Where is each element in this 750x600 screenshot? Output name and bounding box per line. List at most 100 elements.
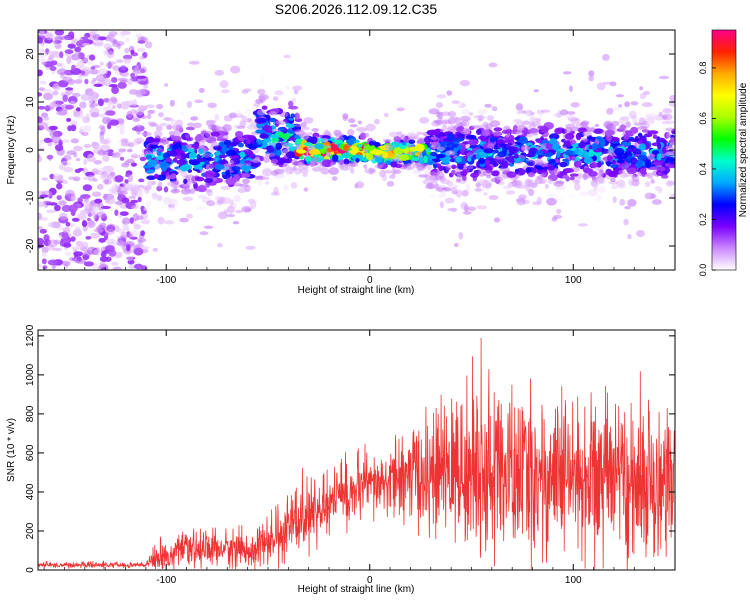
heat-cell <box>288 100 294 108</box>
heat-cell <box>433 163 438 169</box>
heat-cell <box>554 127 563 135</box>
heat-cell <box>99 256 108 262</box>
heat-cell <box>549 138 558 145</box>
heat-cell <box>627 199 637 207</box>
heat-cell <box>111 184 120 191</box>
heat-cell <box>666 120 675 125</box>
heat-cell <box>508 146 517 154</box>
heat-cell <box>466 152 474 157</box>
snr-background <box>38 330 675 570</box>
heat-cell <box>180 110 185 117</box>
heat-cell <box>633 122 643 126</box>
heat-cell <box>47 239 58 248</box>
heat-cell <box>151 138 161 143</box>
heat-cell <box>444 197 455 204</box>
heat-cell <box>501 129 511 134</box>
heat-cell <box>630 126 639 134</box>
heat-cell <box>286 151 297 159</box>
heat-cell <box>116 186 128 194</box>
heat-cell <box>639 143 647 151</box>
heat-cell <box>38 143 42 147</box>
heat-cell <box>293 89 299 95</box>
heat-cell <box>116 240 125 246</box>
heat-cell <box>115 59 124 63</box>
heat-cell <box>87 153 94 161</box>
heat-cell <box>38 37 44 44</box>
heat-cell <box>651 199 662 205</box>
heat-cell <box>146 169 155 174</box>
heat-cell <box>156 103 164 110</box>
heat-cell <box>195 176 205 182</box>
heat-cell <box>124 223 129 230</box>
heat-cell <box>66 117 72 122</box>
heat-cell <box>61 139 71 144</box>
heat-cell <box>570 102 580 108</box>
snr-xtick-label: 100 <box>565 575 582 586</box>
heat-cell <box>218 154 228 159</box>
snr-ytick-label: 200 <box>25 522 36 539</box>
heat-cell <box>411 156 420 161</box>
heat-cell <box>575 176 581 184</box>
heat-cell <box>374 164 383 169</box>
heat-cell <box>155 125 163 132</box>
heat-cell <box>430 175 436 183</box>
heat-cell <box>366 152 374 161</box>
heat-cell <box>89 232 101 239</box>
heat-cell <box>231 141 239 146</box>
heat-cell <box>474 188 483 192</box>
heat-cell <box>96 184 104 190</box>
heat-cell <box>109 119 120 126</box>
heat-cell <box>664 152 674 156</box>
heat-cell <box>556 151 561 158</box>
heat-cell <box>644 192 652 200</box>
heat-cell <box>159 122 168 127</box>
heat-cell <box>149 144 159 149</box>
heat-cell <box>536 196 542 205</box>
heat-cell <box>419 117 430 124</box>
heat-cell <box>458 121 467 127</box>
heat-cell <box>256 117 267 124</box>
heat-cell <box>99 133 105 141</box>
heat-cell <box>106 34 115 39</box>
snr-ytick-label: 600 <box>25 444 36 461</box>
heat-cell <box>562 174 570 179</box>
heat-cell <box>457 165 464 170</box>
heat-cell <box>74 46 82 53</box>
heat-cell <box>186 213 194 219</box>
heat-cell <box>291 97 297 103</box>
heat-cell <box>233 174 240 182</box>
heat-cell <box>438 165 444 172</box>
heat-cell <box>128 233 134 239</box>
heat-cell <box>462 211 472 215</box>
heat-cell <box>451 207 457 213</box>
heat-cell <box>85 59 94 65</box>
heat-cell <box>255 129 266 134</box>
heat-cell <box>38 226 43 230</box>
spectrogram-ytick-label: -10 <box>25 190 36 205</box>
heat-cell <box>116 235 122 240</box>
heat-cell <box>288 117 295 121</box>
heat-cell <box>636 229 645 238</box>
heat-cell <box>124 179 129 184</box>
heat-cell <box>651 150 660 155</box>
heat-cell <box>79 101 87 109</box>
heat-cell <box>334 132 344 137</box>
heat-cell <box>99 36 107 41</box>
heat-cell <box>132 118 140 122</box>
heat-cell <box>293 129 305 136</box>
heat-cell <box>399 166 405 173</box>
heat-cell <box>320 167 330 175</box>
heat-cell <box>54 30 65 36</box>
heat-cell <box>596 194 602 202</box>
heat-cell <box>611 184 618 190</box>
heat-cell <box>631 179 640 187</box>
heat-cell <box>92 77 97 82</box>
heat-cell <box>62 94 68 102</box>
heat-cell <box>78 66 89 71</box>
heat-cell <box>74 79 83 84</box>
heat-cell <box>548 158 556 163</box>
heat-cell <box>111 261 119 266</box>
heat-cell <box>402 141 407 146</box>
heat-cell <box>264 152 276 157</box>
